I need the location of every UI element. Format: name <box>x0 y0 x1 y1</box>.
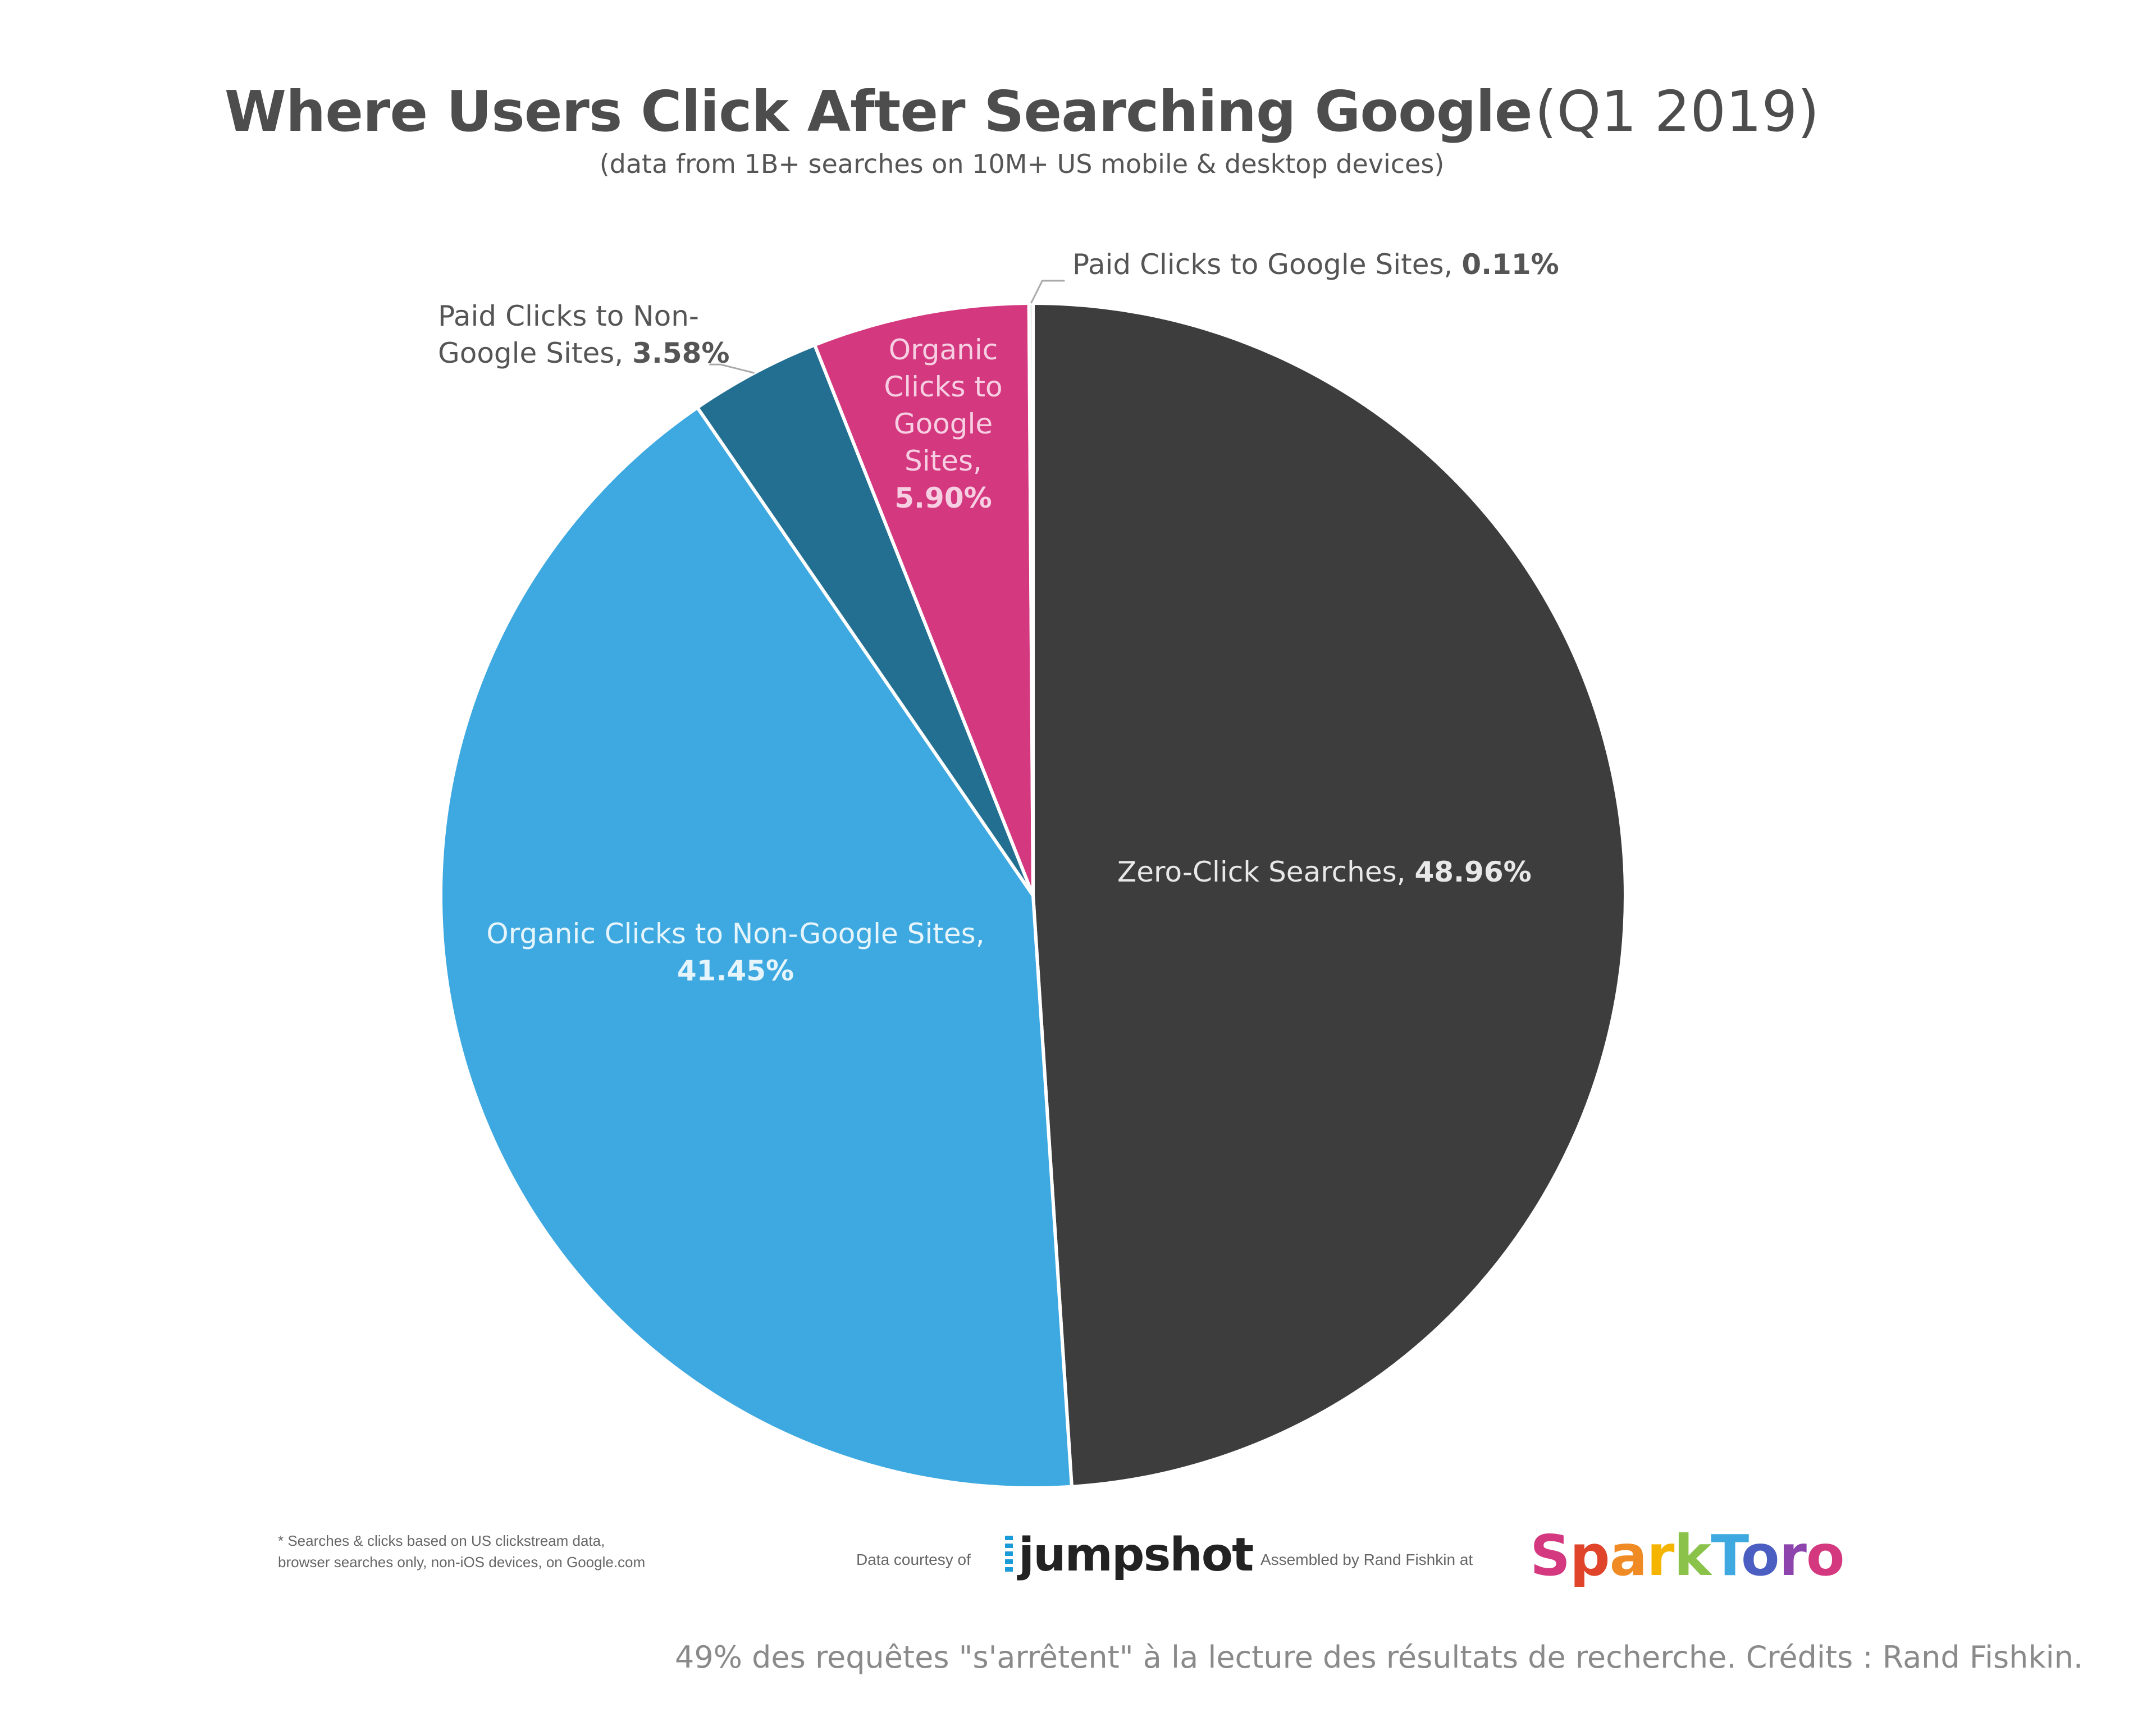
slice-label-name: Paid Clicks to Google Sites, <box>1072 248 1453 281</box>
slice-label-line: Google <box>859 405 1027 442</box>
slice-label-line: Paid Clicks to Google Sites, 0.11% <box>1072 246 1559 283</box>
sparktoro-letter: p <box>1570 1523 1610 1588</box>
slice-label-name: Google Sites, <box>438 337 624 369</box>
sparktoro-letter: r <box>1647 1523 1674 1588</box>
image-caption: 49% des requêtes "s'arrêtent" à la lectu… <box>674 1640 2083 1675</box>
jumpshot-bars-icon <box>1005 1536 1013 1575</box>
footnote-line: browser searches only, non-iOS devices, … <box>278 1554 646 1571</box>
slice-label-value: 3.58% <box>632 337 730 369</box>
slice-label: Paid Clicks to Non- Google Sites, 3.58% <box>438 298 730 372</box>
slice-label-line: Paid Clicks to Non- <box>438 298 730 335</box>
pie-slice <box>812 302 1035 897</box>
sparktoro-letter: a <box>1609 1523 1647 1588</box>
slice-label: Paid Clicks to Google Sites, 0.11% <box>1072 246 1559 283</box>
sparktoro-letter: S <box>1530 1523 1570 1588</box>
jumpshot-logo: jumpshot <box>1005 1528 1254 1582</box>
leader-line <box>709 363 755 374</box>
slice-label-name: Organic Clicks to Non-Google Sites, <box>486 917 985 950</box>
pie-slice <box>439 405 1074 1490</box>
slice-label: Organic Clicks to Non-Google Sites, 41.45… <box>444 915 1027 989</box>
slice-label-line: Google Sites, 3.58% <box>438 335 730 372</box>
footnote-line: * Searches & clicks based on US clickstr… <box>278 1532 605 1549</box>
slice-label-line: 41.45% <box>444 952 1027 989</box>
jumpshot-wordmark: jumpshot <box>1018 1528 1254 1582</box>
chart-title-main: Where Users Click After Searching Google <box>224 79 1533 144</box>
slice-label-value: 41.45% <box>677 955 794 987</box>
slice-label-name: Organic <box>888 334 998 366</box>
chart-title: Where Users Click After Searching Google… <box>0 79 2044 144</box>
footnote: * Searches & clicks based on US clickstr… <box>278 1530 645 1573</box>
slice-label-value: 0.11% <box>1461 248 1559 281</box>
slice-label-line: Clicks to <box>859 368 1027 405</box>
chart-subtitle: (data from 1B+ searches on 10M+ US mobil… <box>599 149 1445 179</box>
slice-label-name: Google <box>893 408 993 440</box>
pie-slice <box>695 343 1035 897</box>
slice-label-name: Zero-Click Searches, <box>1117 856 1406 888</box>
sparktoro-letter: k <box>1674 1523 1711 1588</box>
slice-label: Zero-Click Searches, 48.96% <box>1117 853 1532 891</box>
slice-label-line: Sites, <box>859 442 1027 480</box>
sparktoro-letter: r <box>1779 1523 1807 1588</box>
slice-label-name: Sites, <box>905 445 982 477</box>
pie-slice <box>1031 301 1627 1489</box>
slice-label-line: 5.90% <box>859 480 1027 517</box>
slice-label-name: Clicks to <box>884 371 1003 403</box>
slice-label-line: Organic <box>859 331 1027 368</box>
slice-label-value: 48.96% <box>1414 856 1532 888</box>
sparktoro-letter: o <box>1741 1523 1780 1588</box>
sparktoro-letter: T <box>1710 1523 1742 1588</box>
data-courtesy-text: Data courtesy of <box>856 1551 971 1568</box>
slice-label-name: Paid Clicks to Non- <box>438 300 699 332</box>
sparktoro-logo: SparkToro <box>1530 1523 1845 1588</box>
assembled-by-text: Assembled by Rand Fishkin at <box>1260 1551 1473 1568</box>
slice-label-line: Zero-Click Searches, 48.96% <box>1117 853 1532 891</box>
chart-title-period: (Q1 2019) <box>1534 79 1820 144</box>
leader-line <box>1030 280 1065 304</box>
slice-label-value: 5.90% <box>894 482 992 514</box>
slice-label-line: Organic Clicks to Non-Google Sites, <box>444 915 1027 952</box>
sparktoro-letter: o <box>1806 1523 1845 1588</box>
slice-label: Organic Clicks to Google Sites, 5.90% <box>859 331 1027 517</box>
